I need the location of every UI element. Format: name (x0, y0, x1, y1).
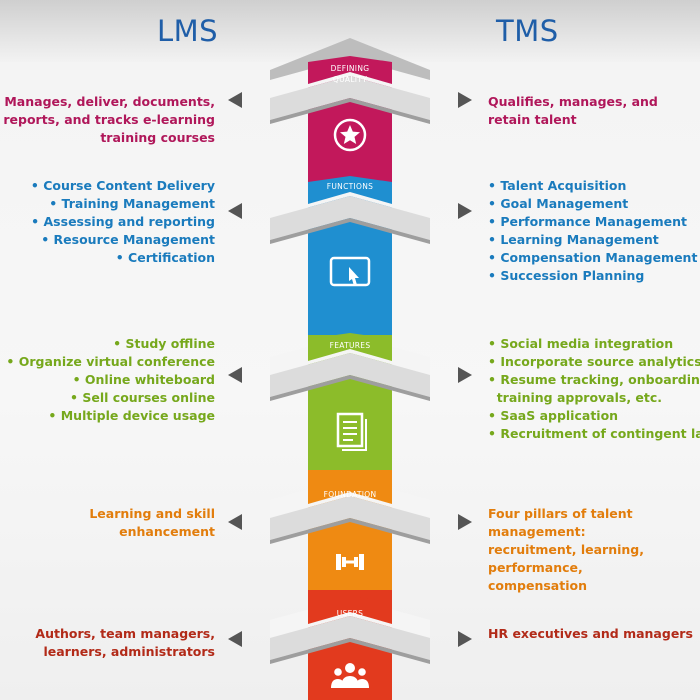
tms-foundation-line: compensation (488, 578, 587, 593)
tms-features-item: • Incorporate source analytics (488, 354, 700, 369)
tms-foundation-line: management: (488, 524, 586, 539)
right-arrow-icon (458, 514, 472, 530)
section-label-line: DEFINING (330, 64, 370, 73)
section-label-functions: FUNCTIONS (300, 181, 400, 192)
lms-features-list: • Study offline • Organize virtual confe… (6, 335, 215, 425)
tms-features-item: • Recruitment of contingent labor (488, 426, 700, 441)
section-label-line: USERS (336, 609, 364, 618)
lms-functions-item: • Certification (115, 250, 215, 265)
lms-users-line: learners, administrators (43, 644, 215, 659)
left-arrow-icon (228, 514, 242, 530)
tms-functions-item: • Talent Acquisition (488, 178, 627, 193)
tms-foundation-line: performance, (488, 560, 583, 575)
lms-functions-item: • Resource Management (41, 232, 215, 247)
lms-foundation-line: enhancement (119, 524, 215, 539)
lms-features-item: • Sell courses online (70, 390, 215, 405)
tms-users-text: HR executives and managers (488, 625, 693, 643)
tms-quality-line: Qualifies, manages, and (488, 94, 658, 109)
left-arrow-icon (228, 631, 242, 647)
people-group-icon (331, 663, 369, 688)
chevron-tab-label-strip-users (308, 596, 392, 624)
lms-functions-item: • Assessing and reporting (31, 214, 215, 229)
dumbbell-icon (336, 554, 364, 570)
section-label-line: QUALITY (332, 75, 368, 84)
lms-functions-list: • Course Content Delivery • Training Man… (31, 177, 215, 267)
tms-quality-line: retain talent (488, 112, 577, 127)
tms-functions-item: • Succession Planning (488, 268, 645, 283)
lms-features-item: • Online whiteboard (72, 372, 215, 387)
lms-quality-line: Manages, deliver, documents, (4, 94, 215, 109)
spine-top-cap (270, 38, 430, 92)
tms-quality-text: Qualifies, manages, and retain talent (488, 93, 658, 129)
section-label-users: USERS (300, 608, 400, 619)
lms-features-item: • Multiple device usage (48, 408, 215, 423)
tms-foundation-line: Four pillars of talent (488, 506, 633, 521)
tms-features-item: training approvals, etc. (488, 390, 663, 405)
touch-screen-icon (329, 256, 371, 287)
section-label-line: FEATURES (329, 341, 371, 350)
tms-features-item: • Resume tracking, onboarding, (488, 372, 700, 387)
lms-quality-line: reports, and tracks e-learning (3, 112, 215, 127)
tms-features-item: • Social media integration (488, 336, 674, 351)
left-arrow-icon (228, 92, 242, 108)
lms-users-text: Authors, team managers, learners, admini… (35, 625, 215, 661)
tms-foundation-text: Four pillars of talent management: recru… (488, 505, 644, 595)
right-arrow-icon (458, 92, 472, 108)
lms-quality-text: Manages, deliver, documents, reports, an… (3, 93, 215, 147)
tms-title: TMS (496, 14, 559, 48)
chevron-tab-label-strip-functions (308, 176, 392, 204)
tms-foundation-line: recruitment, learning, (488, 542, 644, 557)
section-label-foundation: FOUNDATION (300, 489, 400, 500)
left-arrow-icon (228, 367, 242, 383)
tms-functions-list: • Talent Acquisition • Goal Management •… (488, 177, 697, 285)
lms-features-item: • Study offline (113, 336, 215, 351)
tms-functions-item: • Learning Management (488, 232, 659, 247)
lms-foundation-line: Learning and skill (89, 506, 215, 521)
chevron-tab-label-strip-foundation (308, 476, 392, 504)
right-arrow-icon (458, 367, 472, 383)
section-label-line: FOUNDATION (323, 490, 377, 499)
star-icon (333, 118, 367, 152)
chevron-tab-label-strip-quality (308, 56, 392, 84)
lms-functions-item: • Course Content Delivery (30, 178, 215, 193)
tms-functions-item: • Goal Management (488, 196, 629, 211)
lms-foundation-text: Learning and skill enhancement (89, 505, 215, 541)
document-icon (336, 412, 367, 451)
section-label-features: FEATURES (300, 340, 400, 351)
left-arrow-icon (228, 203, 242, 219)
tms-functions-item: • Compensation Management (488, 250, 698, 265)
lms-users-line: Authors, team managers, (35, 626, 215, 641)
lms-features-item: • Organize virtual conference (6, 354, 215, 369)
tms-functions-item: • Performance Management (488, 214, 687, 229)
right-arrow-icon (458, 631, 472, 647)
tms-users-line: HR executives and managers (488, 626, 693, 641)
lms-title: LMS (157, 14, 219, 48)
right-arrow-icon (458, 203, 472, 219)
section-label-line: FUNCTIONS (326, 182, 374, 191)
chevron-tab-label-strip-features (308, 333, 392, 361)
lms-functions-item: • Training Management (49, 196, 215, 211)
tms-features-item: • SaaS application (488, 408, 619, 423)
lms-quality-line: training courses (100, 130, 215, 145)
tms-features-list: • Social media integration • Incorporate… (488, 335, 700, 443)
section-label-quality: DEFINING QUALITY (300, 63, 400, 85)
